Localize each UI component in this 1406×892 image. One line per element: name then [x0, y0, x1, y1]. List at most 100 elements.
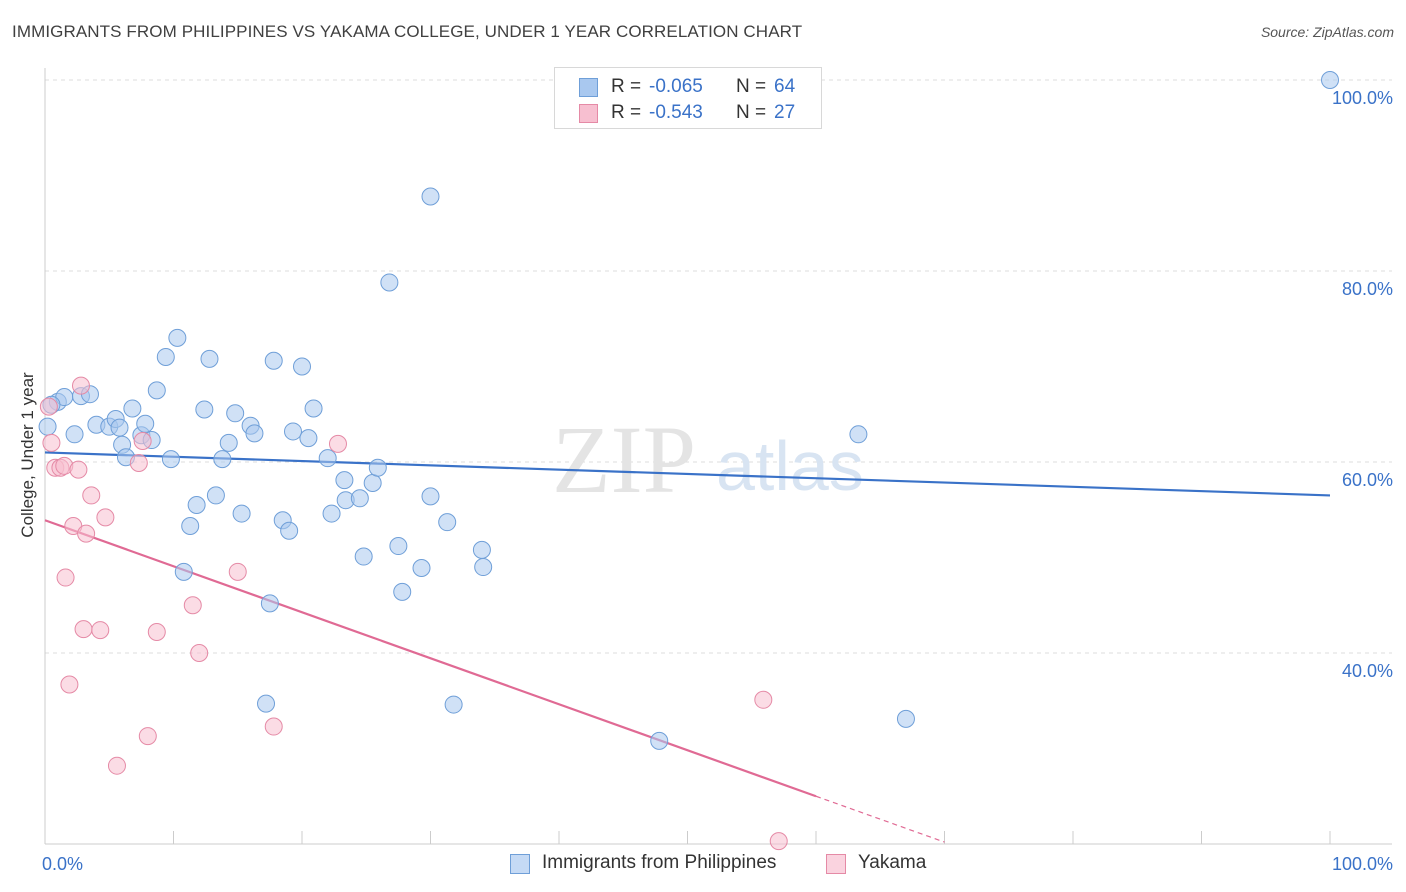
point-yakama	[74, 620, 93, 639]
point-yakama	[91, 621, 110, 640]
point-philippines	[322, 504, 341, 523]
point-philippines	[1321, 71, 1339, 89]
r-value: -0.543	[649, 102, 703, 123]
point-philippines	[472, 540, 491, 559]
point-yakama	[147, 622, 166, 641]
n-label: N =	[736, 76, 767, 97]
point-philippines	[110, 418, 129, 437]
stats-swatch-yakama	[579, 104, 598, 123]
x-tick-label: 100.0%	[1332, 854, 1393, 874]
point-philippines	[280, 521, 299, 540]
point-yakama	[183, 596, 202, 615]
point-yakama	[138, 727, 157, 746]
point-philippines	[181, 516, 200, 535]
point-philippines	[136, 414, 155, 433]
n-label: N =	[736, 102, 767, 123]
point-yakama	[69, 460, 88, 479]
point-yakama	[82, 486, 101, 505]
point-philippines	[849, 425, 868, 444]
point-yakama	[129, 453, 148, 472]
point-philippines	[421, 187, 440, 206]
grid-lines	[45, 79, 1392, 654]
trend-line-philippines	[44, 451, 1331, 497]
point-yakama	[96, 508, 115, 527]
trend-lines	[44, 451, 1331, 843]
point-philippines	[412, 559, 431, 578]
legend-label-yakama: Yakama	[858, 852, 927, 873]
r-label: R =	[611, 76, 642, 97]
point-yakama	[754, 690, 773, 709]
point-philippines	[363, 474, 382, 493]
y-tick-label: 100.0%	[1332, 88, 1393, 108]
point-philippines	[474, 558, 493, 577]
tick-labels: 40.0% 60.0% 80.0% 100.0% 0.0% 100.0%	[42, 88, 1393, 874]
axes	[44, 68, 1392, 845]
point-philippines	[335, 471, 354, 490]
legend-label-philippines: Immigrants from Philippines	[542, 852, 777, 873]
point-yakama	[77, 524, 96, 543]
point-philippines	[284, 422, 303, 441]
point-philippines	[304, 399, 323, 418]
point-philippines	[650, 731, 669, 750]
point-philippines	[293, 357, 311, 376]
data-points	[38, 71, 1339, 851]
n-value: 64	[774, 76, 796, 97]
point-philippines	[161, 450, 180, 469]
point-philippines	[187, 495, 206, 514]
point-yakama	[133, 431, 152, 450]
chart-title: IMMIGRANTS FROM PHILIPPINES VS YAKAMA CO…	[12, 22, 803, 41]
point-yakama	[60, 675, 79, 694]
point-yakama	[328, 434, 347, 453]
point-philippines	[245, 424, 264, 443]
point-philippines	[174, 562, 193, 581]
point-philippines	[213, 450, 232, 469]
point-philippines	[195, 400, 214, 419]
point-philippines	[232, 504, 251, 523]
point-philippines	[257, 694, 276, 713]
y-tick-label: 60.0%	[1342, 470, 1393, 490]
point-philippines	[38, 417, 57, 436]
point-philippines	[354, 547, 373, 566]
series-legend: Immigrants from Philippines Yakama	[0, 850, 1406, 878]
point-yakama	[71, 376, 90, 395]
point-philippines	[147, 381, 166, 400]
trend-line-extension-yakama	[815, 795, 945, 843]
point-yakama	[769, 832, 788, 851]
x-tick-label: 0.0%	[42, 854, 83, 874]
point-yakama	[56, 568, 75, 587]
stats-legend: R = -0.065 N = 64 R = -0.543 N = 27	[554, 67, 822, 129]
legend-swatch-philippines	[510, 854, 530, 874]
point-philippines	[200, 349, 219, 368]
point-yakama	[42, 433, 61, 452]
r-value: -0.065	[649, 76, 703, 97]
point-philippines	[123, 399, 142, 418]
point-philippines	[156, 347, 175, 366]
legend-swatch-yakama	[826, 854, 846, 874]
watermark-zip: ZIP	[552, 406, 696, 513]
point-philippines	[896, 709, 915, 728]
r-label: R =	[611, 102, 642, 123]
watermark-atlas: atlas	[716, 427, 864, 505]
stats-swatch-philippines	[579, 78, 598, 97]
watermark: ZIP atlas	[552, 406, 864, 513]
point-philippines	[260, 594, 279, 613]
point-philippines	[444, 695, 463, 714]
y-tick-label: 80.0%	[1342, 279, 1393, 299]
point-philippines	[438, 513, 457, 532]
point-philippines	[421, 487, 440, 506]
point-yakama	[107, 756, 126, 775]
point-yakama	[39, 397, 58, 416]
point-philippines	[226, 404, 245, 423]
y-tick-label: 40.0%	[1342, 661, 1393, 681]
point-yakama	[228, 562, 247, 581]
point-philippines	[393, 582, 412, 601]
point-philippines	[318, 449, 337, 468]
point-yakama	[190, 644, 209, 662]
point-philippines	[168, 328, 187, 347]
point-philippines	[299, 429, 318, 448]
n-value: 27	[774, 102, 796, 123]
point-philippines	[219, 433, 238, 452]
trend-line-yakama	[44, 519, 817, 798]
y-axis-label: College, Under 1 year	[18, 372, 37, 538]
